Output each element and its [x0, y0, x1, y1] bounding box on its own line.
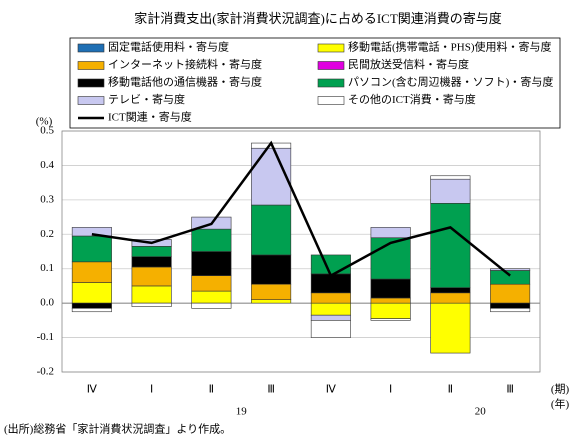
y-tick-label: 0.5 — [40, 125, 54, 137]
legend-label: ICT関連・寄与度 — [108, 110, 192, 124]
bar-segment — [310, 314, 351, 321]
legend-swatch — [77, 43, 105, 53]
legend-swatch — [77, 78, 105, 88]
legend-swatch — [77, 96, 105, 105]
line-series — [91, 140, 511, 278]
bar-segment — [191, 251, 232, 276]
legend-swatch — [317, 61, 345, 70]
legend-swatch — [317, 43, 345, 53]
x-tick-label: Ⅳ — [326, 384, 337, 396]
bar-segment — [71, 261, 112, 283]
x-tick-label: Ⅰ — [150, 384, 153, 396]
bar-segment — [131, 285, 172, 304]
bar-segment — [490, 270, 531, 285]
bar-segment — [131, 266, 172, 287]
y-axis-label: (%) — [36, 116, 53, 128]
bar-segment — [71, 227, 112, 237]
bar-segment — [490, 283, 531, 304]
bar-segment — [490, 268, 531, 271]
legend-label: その他のICT消費・寄与度 — [348, 92, 476, 106]
legend-label: 民間放送受信料・寄与度 — [348, 57, 469, 71]
x-tick-label: Ⅲ — [506, 384, 514, 396]
y-tick-label: 0.1 — [40, 262, 54, 274]
legend-swatch — [77, 61, 105, 70]
bar-segment — [191, 228, 232, 252]
x-unit: (期) — [551, 383, 570, 396]
bar-segment — [430, 292, 471, 304]
bar-segment — [370, 302, 411, 319]
bar-segment — [71, 235, 112, 263]
bar-segment — [370, 278, 411, 299]
bar-segment — [131, 256, 172, 268]
legend-label: テレビ・寄与度 — [108, 92, 185, 106]
x-tick-label: Ⅳ — [87, 384, 98, 396]
bar-segment — [71, 302, 112, 309]
plot-frame — [61, 130, 541, 373]
bar-segment — [251, 147, 292, 206]
bar-segment — [191, 302, 232, 309]
x-group-label: 19 — [236, 406, 248, 418]
legend-label: 移動電話(携帯電話・PHS)使用料・寄与度 — [348, 40, 552, 54]
legend-label: 移動電話他の通信機器・寄与度 — [108, 75, 262, 89]
legend-label: パソコン(含む周辺機器・ソフト)・寄与度 — [348, 75, 553, 89]
x-group-unit: (年) — [551, 397, 570, 411]
bar-segment — [251, 283, 292, 301]
bar-segment — [131, 246, 172, 257]
bar-segment — [430, 203, 471, 288]
bar-segment — [370, 318, 411, 321]
x-tick-label: Ⅲ — [267, 384, 275, 396]
bar-segment — [370, 237, 411, 280]
bar-segment — [430, 287, 471, 294]
x-tick-label: Ⅰ — [389, 384, 392, 396]
bar-segment — [310, 292, 351, 304]
x-tick-label: Ⅱ — [448, 384, 453, 396]
y-tick-label: 0.4 — [40, 159, 54, 171]
bar-segment — [131, 302, 172, 307]
bar-segment — [310, 320, 351, 338]
legend-label: インターネット接続料・寄与度 — [108, 57, 262, 71]
y-tick-label: 0.0 — [40, 297, 54, 309]
x-group-label: 20 — [475, 406, 487, 418]
bar-segment — [71, 308, 112, 313]
bar-segment — [370, 227, 411, 239]
bar-segment — [251, 204, 292, 256]
bar-segment — [490, 302, 531, 309]
bar-segment — [430, 302, 471, 354]
bar-segment — [251, 299, 292, 304]
bar-segment — [191, 290, 232, 304]
bar-segment — [310, 254, 351, 275]
bar-segment — [430, 178, 471, 204]
y-tick-label: -0.1 — [37, 331, 54, 343]
y-tick-label: 0.2 — [40, 228, 54, 240]
bar-segment — [310, 302, 351, 316]
bar-segment — [191, 275, 232, 292]
source-note: (出所)総務省「家計消費状況調査」より作成。 — [4, 422, 231, 436]
x-tick-label: Ⅱ — [209, 384, 214, 396]
bar-segment — [430, 175, 471, 180]
legend-box — [69, 37, 561, 129]
legend-label: 固定電話使用料・寄与度 — [108, 40, 229, 54]
legend-swatch — [317, 78, 345, 88]
y-tick-label: 0.3 — [40, 193, 54, 205]
bar-segment — [370, 297, 411, 304]
bar-segment — [251, 254, 292, 285]
chart-title: 家計消費支出(家計消費状況調査)に占めるICT関連消費の寄与度 — [134, 11, 502, 26]
bar-segment — [71, 282, 112, 304]
y-tick-label: -0.2 — [37, 366, 54, 378]
legend-swatch — [317, 96, 345, 105]
bar-segment — [490, 308, 531, 313]
